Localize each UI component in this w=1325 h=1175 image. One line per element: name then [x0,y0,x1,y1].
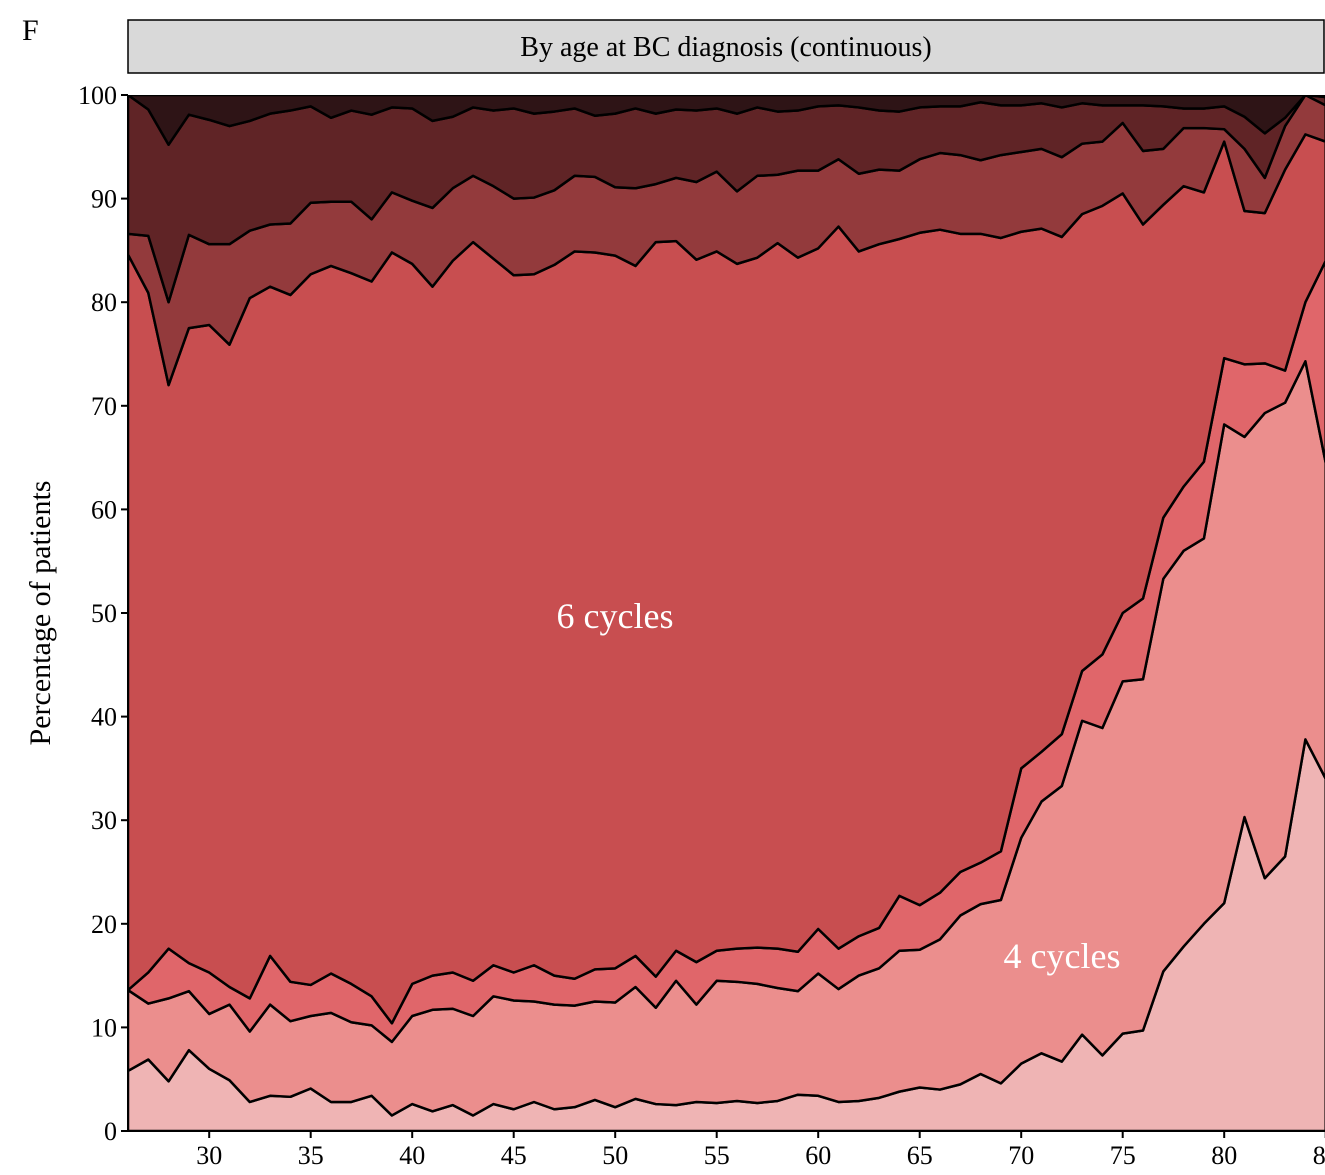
y-tick-label: 0 [104,1117,117,1146]
x-tick-label: 80 [1211,1141,1237,1170]
chart-title: By age at BC diagnosis (continuous) [520,32,931,63]
y-tick-label: 100 [78,81,117,110]
x-tick-label: 30 [196,1141,222,1170]
y-tick-label: 40 [91,703,117,732]
plot-area [128,95,1325,1131]
x-tick-label: 40 [399,1141,425,1170]
annotation: 6 cycles [557,596,674,636]
x-tick-label: 50 [602,1141,628,1170]
y-tick-label: 60 [91,495,117,524]
y-tick-label: 30 [91,806,117,835]
strip [127,19,1325,74]
y-tick-label: 10 [91,1013,117,1042]
x-tick-label: 35 [298,1141,324,1170]
y-tick-label: 80 [91,288,117,317]
x-tick-label: 45 [501,1141,527,1170]
panel-label: F [22,14,39,47]
x-tick-label: 70 [1008,1141,1034,1170]
x-tick-label: 75 [1110,1141,1136,1170]
y-tick-label: 50 [91,599,117,628]
area [128,95,1325,146]
y-tick-label: 90 [91,185,117,214]
x-tick-label: 55 [704,1141,730,1170]
annotation: 4 cycles [1004,936,1121,976]
y-tick-label: 70 [91,392,117,421]
x-tick-label: 85 [1313,1141,1325,1170]
y-axis-label: Percentage of patients [24,481,57,746]
x-tick-label: 60 [805,1141,831,1170]
y-tick-label: 20 [91,910,117,939]
x-tick-label: 65 [907,1141,933,1170]
